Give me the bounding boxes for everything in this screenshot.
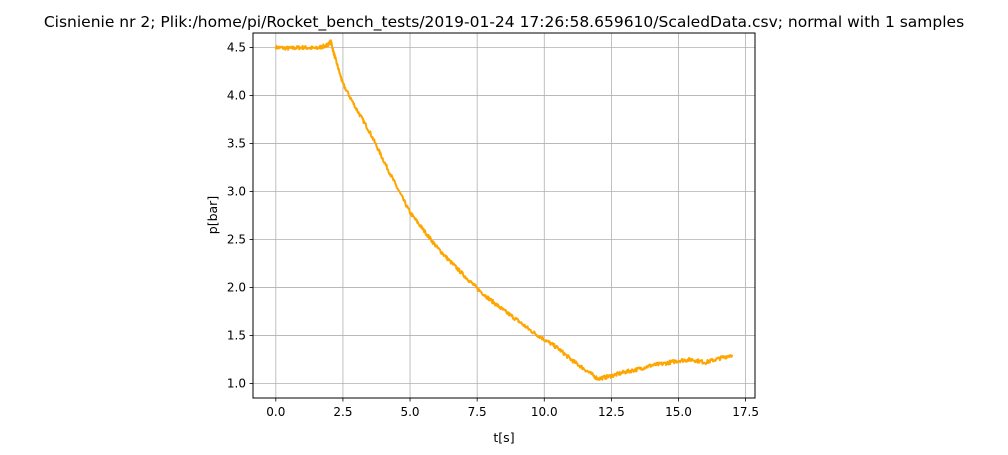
plot-frame bbox=[252, 32, 756, 399]
y-tick-label: 4.5 bbox=[227, 40, 246, 54]
x-tick-label: 10.0 bbox=[531, 405, 558, 419]
x-axis-label: t[s] bbox=[493, 430, 514, 445]
y-tick-label: 3.5 bbox=[227, 136, 246, 150]
y-tick-label: 4.0 bbox=[227, 88, 246, 102]
grid-lines bbox=[253, 33, 755, 398]
x-tick-label: 7.5 bbox=[468, 405, 487, 419]
x-tick-label: 12.5 bbox=[598, 405, 625, 419]
y-tick-label: 1.5 bbox=[227, 329, 246, 343]
x-tick-label: 2.5 bbox=[333, 405, 352, 419]
chart-title: Cisnienie nr 2; Plik:/home/pi/Rocket_ben… bbox=[44, 13, 964, 32]
series-layer bbox=[274, 39, 734, 381]
y-axis-label: p[bar] bbox=[205, 196, 220, 234]
y-tick-label: 2.0 bbox=[227, 281, 246, 295]
y-tick-label: 3.0 bbox=[227, 184, 246, 198]
axis-ticks: 0.0 2.5 5.0 7.5 10.0 12.5 15.0 17.5 1.0 1.5 2.0 2.5… bbox=[227, 40, 759, 419]
x-tick-label: 0.0 bbox=[266, 405, 285, 419]
x-tick-label: 15.0 bbox=[665, 405, 692, 419]
y-tick-label: 1.0 bbox=[227, 377, 246, 391]
pressure-series-line bbox=[274, 39, 734, 381]
x-tick-label: 5.0 bbox=[400, 405, 419, 419]
x-tick-label: 17.5 bbox=[732, 405, 759, 419]
y-tick-label: 2.5 bbox=[227, 233, 246, 247]
